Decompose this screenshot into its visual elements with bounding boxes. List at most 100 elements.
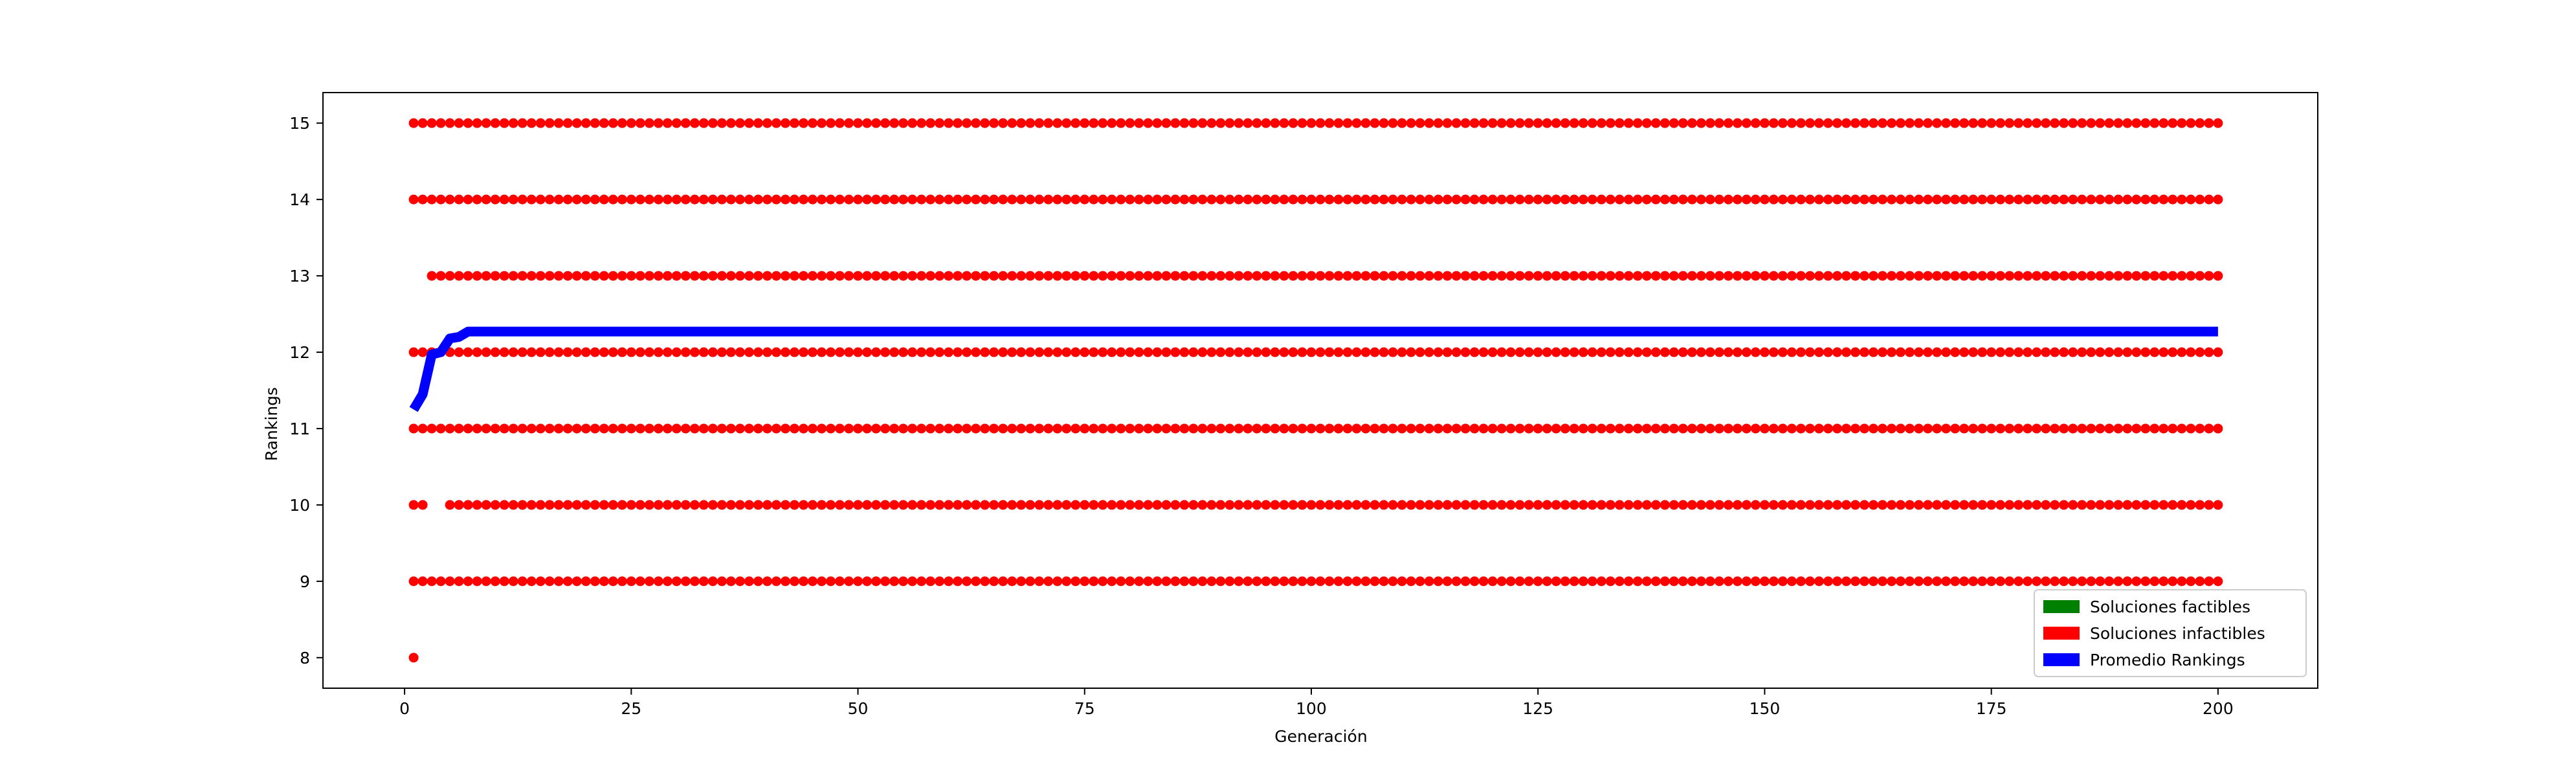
infeasible-point bbox=[1896, 500, 1906, 510]
infeasible-point bbox=[1179, 194, 1190, 205]
infeasible-point bbox=[1932, 423, 1942, 434]
infeasible-point bbox=[1632, 423, 1643, 434]
infeasible-point bbox=[1424, 271, 1434, 281]
infeasible-point bbox=[1161, 194, 1171, 205]
infeasible-point bbox=[1932, 500, 1942, 510]
infeasible-point bbox=[1759, 500, 1770, 510]
infeasible-point bbox=[1025, 271, 1036, 281]
infeasible-point bbox=[2113, 423, 2124, 434]
infeasible-point bbox=[1923, 423, 1933, 434]
infeasible-point bbox=[898, 118, 909, 128]
infeasible-point bbox=[780, 271, 790, 281]
infeasible-point bbox=[1804, 347, 1815, 357]
legend-label: Promedio Rankings bbox=[2090, 651, 2245, 669]
infeasible-point bbox=[817, 423, 827, 434]
infeasible-point bbox=[454, 423, 464, 434]
infeasible-point bbox=[1261, 347, 1271, 357]
infeasible-point bbox=[463, 194, 473, 205]
infeasible-point bbox=[572, 500, 582, 510]
infeasible-point bbox=[1487, 347, 1498, 357]
infeasible-point bbox=[1460, 118, 1471, 128]
infeasible-point bbox=[1795, 118, 1806, 128]
infeasible-point bbox=[1614, 576, 1625, 587]
infeasible-point bbox=[1107, 271, 1117, 281]
infeasible-point bbox=[517, 500, 527, 510]
infeasible-point bbox=[1941, 271, 1951, 281]
infeasible-point bbox=[2131, 423, 2142, 434]
infeasible-point bbox=[780, 194, 790, 205]
infeasible-point bbox=[835, 347, 845, 357]
infeasible-point bbox=[1732, 271, 1742, 281]
infeasible-point bbox=[1905, 500, 1915, 510]
infeasible-point bbox=[1542, 500, 1552, 510]
infeasible-point bbox=[2213, 423, 2223, 434]
infeasible-point bbox=[1750, 500, 1760, 510]
infeasible-point bbox=[680, 118, 691, 128]
infeasible-point bbox=[1025, 194, 1036, 205]
infeasible-point bbox=[1279, 118, 1289, 128]
x-tick-label: 125 bbox=[1522, 699, 1553, 718]
infeasible-point bbox=[1641, 500, 1652, 510]
infeasible-point bbox=[1116, 500, 1126, 510]
infeasible-point bbox=[916, 347, 927, 357]
infeasible-point bbox=[907, 576, 918, 587]
infeasible-point bbox=[880, 118, 891, 128]
infeasible-point bbox=[608, 576, 618, 587]
infeasible-point bbox=[1379, 118, 1389, 128]
infeasible-point bbox=[1116, 576, 1126, 587]
infeasible-point bbox=[1814, 423, 1824, 434]
infeasible-point bbox=[653, 423, 663, 434]
infeasible-point bbox=[472, 423, 482, 434]
infeasible-point bbox=[1569, 423, 1579, 434]
infeasible-point bbox=[853, 423, 863, 434]
infeasible-point bbox=[1669, 194, 1679, 205]
infeasible-point bbox=[2149, 423, 2160, 434]
infeasible-point bbox=[862, 347, 872, 357]
infeasible-point bbox=[1197, 118, 1208, 128]
infeasible-point bbox=[1823, 347, 1834, 357]
infeasible-point bbox=[1986, 576, 1997, 587]
infeasible-point bbox=[1107, 423, 1117, 434]
infeasible-point bbox=[1098, 500, 1108, 510]
infeasible-point bbox=[1152, 347, 1162, 357]
infeasible-point bbox=[517, 271, 527, 281]
infeasible-point bbox=[1052, 576, 1063, 587]
infeasible-point bbox=[1551, 500, 1561, 510]
infeasible-point bbox=[1650, 271, 1661, 281]
infeasible-point bbox=[735, 271, 745, 281]
infeasible-point bbox=[1587, 576, 1597, 587]
infeasible-point bbox=[2095, 500, 2105, 510]
infeasible-point bbox=[2213, 271, 2223, 281]
infeasible-point bbox=[2140, 118, 2151, 128]
infeasible-point bbox=[1560, 271, 1570, 281]
legend-box bbox=[2034, 589, 2307, 677]
infeasible-point bbox=[1098, 194, 1108, 205]
infeasible-point bbox=[1896, 118, 1906, 128]
infeasible-point bbox=[1804, 194, 1815, 205]
infeasible-point bbox=[463, 118, 473, 128]
infeasible-point bbox=[445, 194, 455, 205]
infeasible-point bbox=[1914, 576, 1924, 587]
infeasible-point bbox=[1225, 347, 1235, 357]
infeasible-point bbox=[1741, 576, 1751, 587]
infeasible-point bbox=[581, 118, 591, 128]
infeasible-point bbox=[762, 347, 772, 357]
infeasible-point bbox=[807, 118, 817, 128]
infeasible-point bbox=[1632, 271, 1643, 281]
infeasible-point bbox=[1415, 500, 1425, 510]
infeasible-point bbox=[1478, 423, 1489, 434]
infeasible-point bbox=[780, 500, 790, 510]
infeasible-point bbox=[1125, 576, 1135, 587]
infeasible-point bbox=[680, 194, 691, 205]
infeasible-point bbox=[1333, 423, 1344, 434]
infeasible-point bbox=[1107, 500, 1117, 510]
infeasible-point bbox=[1261, 118, 1271, 128]
infeasible-point bbox=[2213, 194, 2223, 205]
infeasible-point bbox=[1252, 500, 1262, 510]
legend-swatch bbox=[2043, 627, 2080, 640]
infeasible-point bbox=[2004, 271, 2015, 281]
infeasible-point bbox=[2077, 271, 2087, 281]
infeasible-point bbox=[1696, 118, 1706, 128]
infeasible-point bbox=[2068, 271, 2078, 281]
infeasible-point bbox=[1080, 347, 1090, 357]
